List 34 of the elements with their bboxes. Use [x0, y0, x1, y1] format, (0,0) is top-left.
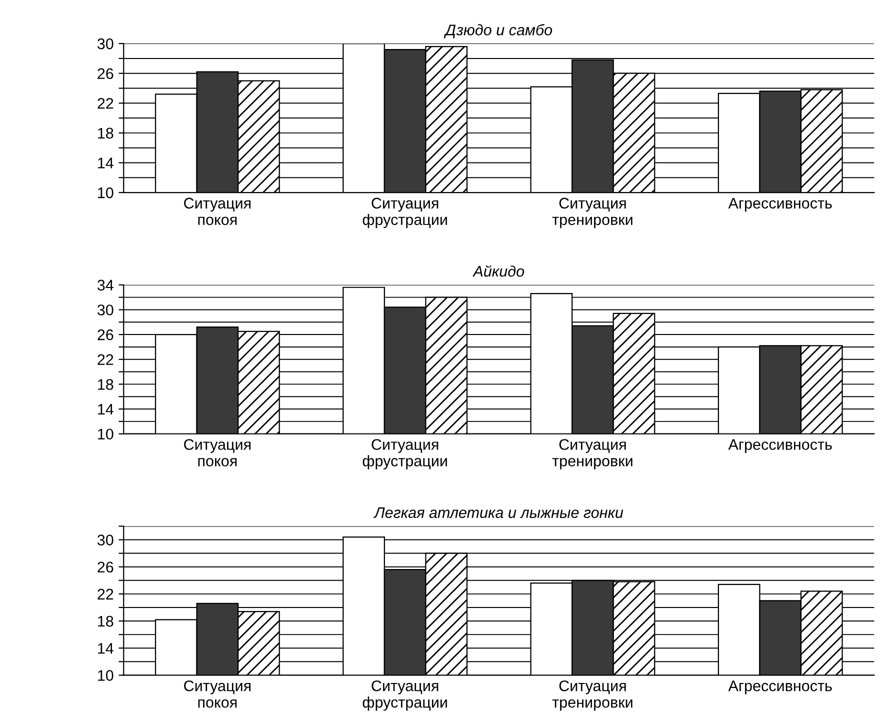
y-tick-label: 26	[98, 68, 114, 80]
y-tick-label: 30	[97, 38, 114, 50]
x-tick-label: Ситуация тренировки	[552, 680, 632, 711]
y-tick-label: 22	[98, 354, 114, 365]
x-tick-label: Агрессивность	[728, 439, 832, 453]
x-tick-label: Ситуация покоя	[184, 680, 251, 708]
y-tick-label: 30	[97, 304, 114, 316]
chart-title: Дзюдо и самбо	[444, 24, 552, 38]
chart-title: Легкая атлетика и лыжные гонки	[374, 507, 624, 518]
y-tick-label: 10	[98, 428, 114, 440]
y-tick-label: 22	[98, 588, 114, 600]
y-tick-label: 26	[98, 562, 114, 573]
y-tick-label: 34	[97, 280, 114, 291]
y-tick-label: 14	[98, 158, 114, 168]
x-tick-label: Ситуация покоя	[184, 198, 251, 226]
y-tick-label: 14	[98, 404, 114, 415]
y-tick-label: 10	[98, 670, 114, 681]
x-tick-label: Ситуация тренировки	[552, 198, 632, 228]
x-tick-label: Ситуация фрустрации	[362, 680, 447, 711]
x-tick-label: Ситуация покоя	[184, 439, 251, 466]
y-tick-label: 18	[98, 616, 114, 627]
y-tick-label: 10	[98, 187, 114, 198]
y-tick-label: 18	[98, 379, 114, 390]
x-tick-label: Агрессивность	[728, 198, 832, 212]
x-tick-label: Ситуация тренировки	[552, 439, 632, 470]
chart-title: Айкидо	[472, 265, 524, 277]
x-tick-label: Ситуация фрустрации	[362, 198, 447, 228]
x-tick-label: Агрессивность	[728, 680, 832, 694]
y-tick-label: 26	[98, 329, 114, 340]
x-tick-label: Ситуация фрустрации	[362, 439, 447, 470]
y-tick-label: 22	[98, 98, 114, 109]
y-tick-label: 30	[97, 534, 114, 546]
y-tick-label: 14	[98, 643, 114, 654]
y-tick-label: 18	[98, 128, 114, 139]
